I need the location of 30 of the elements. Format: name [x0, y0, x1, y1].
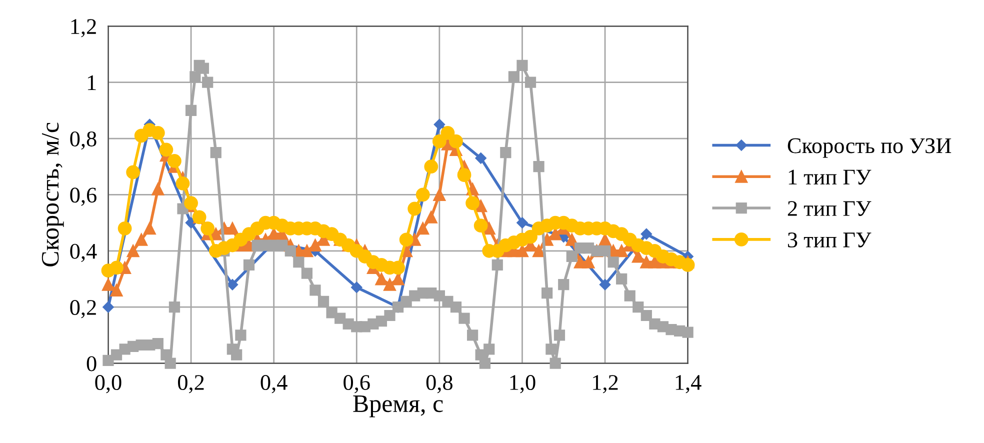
- x-tick-label: 1,0: [510, 375, 536, 394]
- legend-label: 1 тип ГУ: [788, 170, 872, 185]
- x-tick-label: 1,4: [676, 375, 702, 394]
- x-axis-title: Время, с: [353, 396, 443, 418]
- y-tick-label: 0: [86, 356, 96, 372]
- point: [640, 228, 652, 240]
- point: [226, 278, 238, 290]
- legend-label: 2 тип ГУ: [788, 201, 872, 216]
- point: [516, 217, 528, 228]
- point: [434, 118, 446, 130]
- x-tick-label: 1,2: [593, 375, 618, 394]
- x-tick-label: 0,6: [344, 375, 370, 394]
- y-tick-label: 0,4: [70, 244, 97, 262]
- legend-label: 3 тип ГУ: [788, 232, 872, 248]
- y-tick-label: 1: [88, 75, 96, 90]
- point: [185, 217, 197, 228]
- point: [351, 282, 362, 294]
- x-tick-label: 0,0: [95, 375, 122, 394]
- x-tick-label: 0,4: [260, 375, 288, 394]
- point: [599, 278, 611, 290]
- point: [475, 152, 486, 164]
- x-tick-label: 0,2: [178, 375, 204, 394]
- point: [102, 301, 114, 313]
- y-tick-label: 0,2: [70, 300, 96, 318]
- legend-label: Скорость по УЗИ: [788, 138, 952, 158]
- y-tick-label: 0,6: [70, 188, 96, 206]
- y-axis-title: Скорость, м/с: [42, 122, 64, 266]
- y-tick-label: 1,2: [71, 19, 96, 38]
- x-tick-label: 0,8: [426, 375, 452, 394]
- y-tick-label: 0,8: [70, 131, 96, 150]
